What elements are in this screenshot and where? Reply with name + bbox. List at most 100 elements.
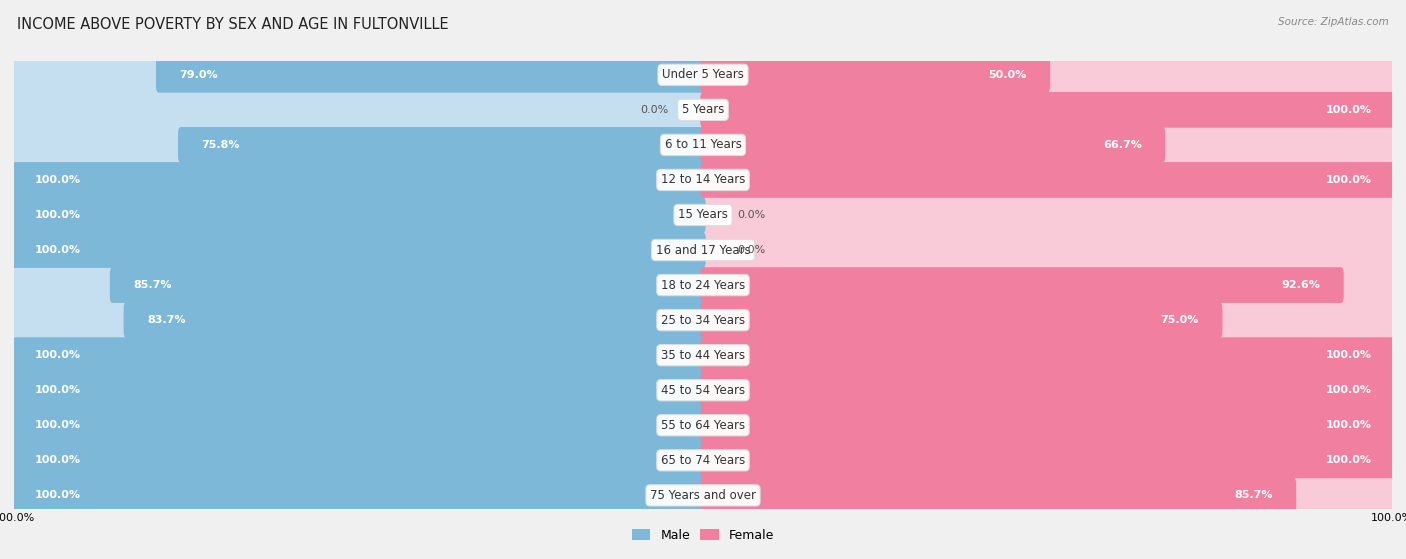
FancyBboxPatch shape — [699, 404, 1396, 447]
FancyBboxPatch shape — [700, 477, 1296, 513]
Text: 100.0%: 100.0% — [35, 175, 80, 185]
FancyBboxPatch shape — [11, 232, 706, 268]
Text: 35 to 44 Years: 35 to 44 Years — [661, 349, 745, 362]
FancyBboxPatch shape — [699, 334, 1396, 377]
FancyBboxPatch shape — [699, 264, 1396, 306]
FancyBboxPatch shape — [10, 474, 707, 517]
Text: 12 to 14 Years: 12 to 14 Years — [661, 173, 745, 187]
FancyBboxPatch shape — [10, 159, 1396, 201]
FancyBboxPatch shape — [11, 408, 706, 443]
Text: 100.0%: 100.0% — [1326, 175, 1371, 185]
FancyBboxPatch shape — [10, 193, 1396, 236]
Text: 85.7%: 85.7% — [134, 280, 172, 290]
FancyBboxPatch shape — [10, 439, 707, 482]
FancyBboxPatch shape — [11, 372, 706, 408]
Text: 75 Years and over: 75 Years and over — [650, 489, 756, 502]
FancyBboxPatch shape — [11, 162, 706, 198]
Text: 100.0%: 100.0% — [1326, 420, 1371, 430]
FancyBboxPatch shape — [10, 264, 1396, 306]
FancyBboxPatch shape — [700, 127, 1166, 163]
FancyBboxPatch shape — [700, 443, 1395, 478]
FancyBboxPatch shape — [11, 477, 706, 513]
Text: 0.0%: 0.0% — [738, 245, 766, 255]
FancyBboxPatch shape — [10, 193, 707, 236]
FancyBboxPatch shape — [10, 229, 707, 272]
FancyBboxPatch shape — [10, 439, 1396, 482]
FancyBboxPatch shape — [699, 88, 1396, 131]
FancyBboxPatch shape — [10, 334, 707, 377]
Text: 83.7%: 83.7% — [148, 315, 186, 325]
Text: 100.0%: 100.0% — [1326, 105, 1371, 115]
FancyBboxPatch shape — [700, 302, 1222, 338]
FancyBboxPatch shape — [700, 267, 1344, 303]
FancyBboxPatch shape — [699, 159, 1396, 201]
FancyBboxPatch shape — [699, 369, 1396, 411]
FancyBboxPatch shape — [700, 162, 1395, 198]
Text: 45 to 54 Years: 45 to 54 Years — [661, 383, 745, 397]
FancyBboxPatch shape — [699, 124, 1396, 166]
FancyBboxPatch shape — [10, 474, 1396, 517]
FancyBboxPatch shape — [10, 264, 707, 306]
FancyBboxPatch shape — [10, 369, 1396, 411]
FancyBboxPatch shape — [11, 197, 706, 233]
Text: 100.0%: 100.0% — [35, 385, 80, 395]
Text: 55 to 64 Years: 55 to 64 Years — [661, 419, 745, 432]
Text: 16 and 17 Years: 16 and 17 Years — [655, 244, 751, 257]
FancyBboxPatch shape — [10, 369, 707, 411]
FancyBboxPatch shape — [10, 404, 1396, 447]
FancyBboxPatch shape — [179, 127, 706, 163]
Text: 79.0%: 79.0% — [180, 70, 218, 80]
FancyBboxPatch shape — [10, 299, 1396, 342]
Text: 0.0%: 0.0% — [738, 210, 766, 220]
FancyBboxPatch shape — [699, 474, 1396, 517]
FancyBboxPatch shape — [124, 302, 706, 338]
Text: 18 to 24 Years: 18 to 24 Years — [661, 278, 745, 292]
FancyBboxPatch shape — [10, 159, 707, 201]
Text: 92.6%: 92.6% — [1281, 280, 1320, 290]
FancyBboxPatch shape — [10, 54, 1396, 96]
Text: 65 to 74 Years: 65 to 74 Years — [661, 454, 745, 467]
FancyBboxPatch shape — [10, 124, 1396, 166]
FancyBboxPatch shape — [110, 267, 706, 303]
Text: 100.0%: 100.0% — [35, 245, 80, 255]
FancyBboxPatch shape — [699, 229, 1396, 272]
Text: 75.0%: 75.0% — [1161, 315, 1199, 325]
FancyBboxPatch shape — [10, 88, 1396, 131]
Text: 15 Years: 15 Years — [678, 209, 728, 221]
Text: 75.8%: 75.8% — [201, 140, 240, 150]
Text: 66.7%: 66.7% — [1102, 140, 1142, 150]
Text: 100.0%: 100.0% — [1326, 456, 1371, 465]
FancyBboxPatch shape — [10, 404, 707, 447]
Text: Under 5 Years: Under 5 Years — [662, 68, 744, 81]
FancyBboxPatch shape — [11, 337, 706, 373]
Text: 100.0%: 100.0% — [35, 490, 80, 500]
FancyBboxPatch shape — [11, 443, 706, 478]
FancyBboxPatch shape — [10, 299, 707, 342]
Text: 100.0%: 100.0% — [1326, 385, 1371, 395]
Text: 100.0%: 100.0% — [35, 350, 80, 360]
FancyBboxPatch shape — [700, 92, 1395, 127]
Text: Source: ZipAtlas.com: Source: ZipAtlas.com — [1278, 17, 1389, 27]
Text: 100.0%: 100.0% — [35, 420, 80, 430]
FancyBboxPatch shape — [700, 372, 1395, 408]
FancyBboxPatch shape — [699, 193, 1396, 236]
FancyBboxPatch shape — [699, 439, 1396, 482]
FancyBboxPatch shape — [700, 337, 1395, 373]
Text: 100.0%: 100.0% — [35, 210, 80, 220]
FancyBboxPatch shape — [10, 229, 1396, 272]
Text: 6 to 11 Years: 6 to 11 Years — [665, 139, 741, 151]
FancyBboxPatch shape — [699, 54, 1396, 96]
Text: 85.7%: 85.7% — [1234, 490, 1272, 500]
FancyBboxPatch shape — [156, 57, 706, 93]
FancyBboxPatch shape — [700, 57, 1050, 93]
FancyBboxPatch shape — [10, 88, 707, 131]
FancyBboxPatch shape — [10, 54, 707, 96]
Text: 5 Years: 5 Years — [682, 103, 724, 116]
FancyBboxPatch shape — [700, 408, 1395, 443]
Text: INCOME ABOVE POVERTY BY SEX AND AGE IN FULTONVILLE: INCOME ABOVE POVERTY BY SEX AND AGE IN F… — [17, 17, 449, 32]
FancyBboxPatch shape — [10, 124, 707, 166]
Text: 0.0%: 0.0% — [640, 105, 669, 115]
FancyBboxPatch shape — [699, 299, 1396, 342]
Legend: Male, Female: Male, Female — [627, 524, 779, 547]
Text: 50.0%: 50.0% — [988, 70, 1026, 80]
